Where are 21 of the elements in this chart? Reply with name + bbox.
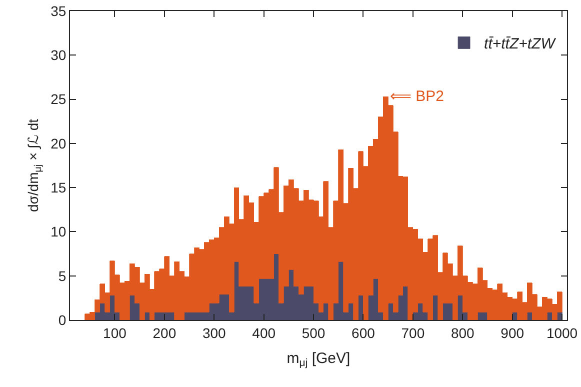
x-tick-label: 100 xyxy=(103,324,127,341)
annotation: ⟸ BP2 xyxy=(390,88,444,105)
y-tick-label: 35 xyxy=(50,2,66,19)
x-tick-label: 600 xyxy=(352,324,376,341)
y-tick-label: 15 xyxy=(50,179,66,196)
x-tick-label: 500 xyxy=(302,324,326,341)
x-tick-label: 400 xyxy=(252,324,276,341)
legend-label: tt̄+tt̄Z+tZW xyxy=(484,36,557,53)
x-axis-title: m$_{μj}$ [GeV] xyxy=(286,350,350,369)
x-tick-label: 800 xyxy=(450,324,475,341)
y-tick-label: 25 xyxy=(50,91,66,108)
x-tick-label: 300 xyxy=(202,324,226,341)
x-tick-label: 200 xyxy=(152,324,176,341)
y-tick-label: 0 xyxy=(58,312,66,328)
y-tick-label: 20 xyxy=(50,135,66,152)
x-tick-label: 1000 xyxy=(546,324,578,341)
y-tick-label: 30 xyxy=(50,47,66,64)
x-tick-label: 700 xyxy=(401,324,425,341)
y-tick-label: 10 xyxy=(50,224,66,240)
x-tick-label: 900 xyxy=(500,324,524,341)
y-tick-label: 5 xyxy=(58,268,66,284)
